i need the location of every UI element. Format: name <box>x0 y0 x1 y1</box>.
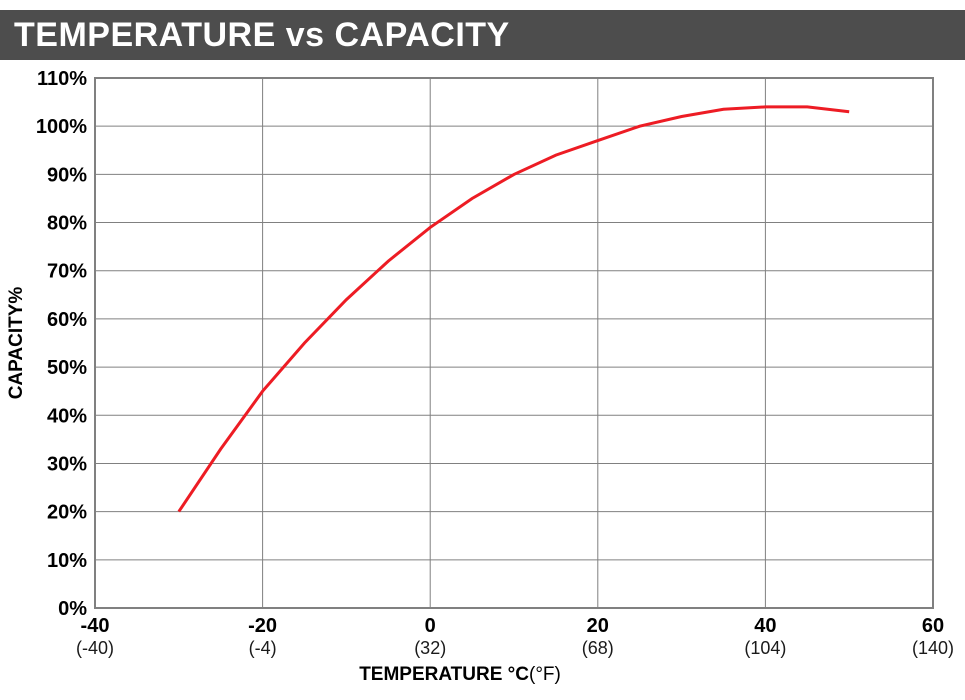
x-axis-label-fahrenheit: (°F) <box>529 664 561 685</box>
y-tick-label: 20% <box>47 502 87 524</box>
x-tick-celsius: 20 <box>587 615 609 637</box>
y-tick-label: 50% <box>47 357 87 379</box>
x-tick-fahrenheit: (68) <box>582 638 614 658</box>
x-tick-celsius: 40 <box>754 615 776 637</box>
y-tick-label: 90% <box>47 164 87 186</box>
capacity-curve <box>179 107 849 512</box>
x-tick-fahrenheit: (32) <box>414 638 446 658</box>
x-tick-fahrenheit: (140) <box>912 638 954 658</box>
y-tick-label: 110% <box>37 68 87 90</box>
y-tick-label: 40% <box>47 405 87 427</box>
x-tick-fahrenheit: (104) <box>744 638 786 658</box>
y-tick-label: 100% <box>36 116 87 138</box>
x-tick-celsius: -20 <box>248 615 277 637</box>
x-axis-label-celsius: TEMPERATURE °C <box>359 664 529 685</box>
y-tick-label: 30% <box>47 453 87 475</box>
chart-plot: 0%10%20%30%40%50%60%70%80%90%100%110%-40… <box>0 0 965 700</box>
y-tick-label: 10% <box>47 550 87 572</box>
y-tick-label: 60% <box>47 309 87 331</box>
x-tick-celsius: -40 <box>81 615 110 637</box>
x-tick-fahrenheit: (-40) <box>76 638 114 658</box>
y-tick-label: 80% <box>47 213 87 235</box>
x-tick-celsius: 60 <box>922 615 944 637</box>
x-tick-fahrenheit: (-4) <box>249 638 277 658</box>
x-tick-celsius: 0 <box>425 615 436 637</box>
y-axis-label: CAPACITY% <box>6 287 27 400</box>
y-tick-label: 70% <box>47 261 87 283</box>
